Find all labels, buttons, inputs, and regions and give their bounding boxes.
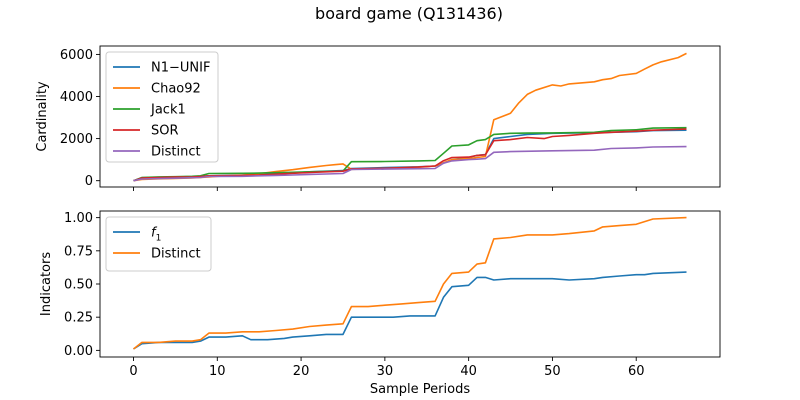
y-tick-label: 0.00 xyxy=(64,344,93,359)
y-axis-label: Indicators xyxy=(39,252,54,316)
y-tick-label: 0.25 xyxy=(64,311,93,326)
x-tick-label: 20 xyxy=(293,364,310,379)
x-tick-label: 30 xyxy=(377,364,394,379)
y-tick-label: 6000 xyxy=(60,48,93,63)
legend-box xyxy=(105,216,212,272)
legend-label: Jack1 xyxy=(150,103,186,118)
y-axis-label: Cardinality xyxy=(35,81,50,152)
y-tick-label: 1.00 xyxy=(64,211,93,226)
y-tick-label: 4000 xyxy=(60,90,93,105)
axes-frame xyxy=(99,45,721,188)
x-tick-label: 40 xyxy=(460,364,477,379)
legend-label: N1−UNIF xyxy=(151,61,210,76)
legend-box xyxy=(105,51,219,163)
legend-label: Chao92 xyxy=(151,82,201,97)
series-line-jack1 xyxy=(133,126,687,182)
series-lines xyxy=(133,52,687,182)
legend-label: Distinct xyxy=(151,145,201,160)
figure-title: board game (Q131436) xyxy=(315,4,503,23)
top-chart-cardinality: 0 2000 4000 6000 Cardinality N1−UNIF Chao92 Jac… xyxy=(35,45,721,191)
y-tick-label: 0.50 xyxy=(64,278,93,293)
y-tick-label: 2000 xyxy=(60,132,93,147)
series-lines xyxy=(133,216,687,350)
legend-label: SOR xyxy=(151,124,179,139)
y-tick-label: 0.75 xyxy=(64,244,93,259)
series-line-sor xyxy=(133,128,687,182)
y-tick-label: 0 xyxy=(85,174,93,189)
series-line-distinct xyxy=(133,216,687,350)
legend: f1 Distinct xyxy=(105,216,212,272)
x-tick-label: 60 xyxy=(628,364,645,379)
x-axis-label: Sample Periods xyxy=(370,382,470,397)
x-tick-label: 0 xyxy=(129,364,137,379)
series-line-f1 xyxy=(133,271,687,350)
legend-label: f1 xyxy=(151,226,161,244)
x-tick-label: 10 xyxy=(209,364,226,379)
series-line-distinct xyxy=(133,145,687,182)
legend-label: Distinct xyxy=(151,247,201,262)
bottom-chart-indicators: 0 10 20 30 40 50 60 0.00 0.25 0.50 0.75 1.00 Indicat… xyxy=(39,210,721,397)
x-tick-label: 50 xyxy=(544,364,561,379)
legend: N1−UNIF Chao92 Jack1 SOR Distinct xyxy=(105,51,219,163)
